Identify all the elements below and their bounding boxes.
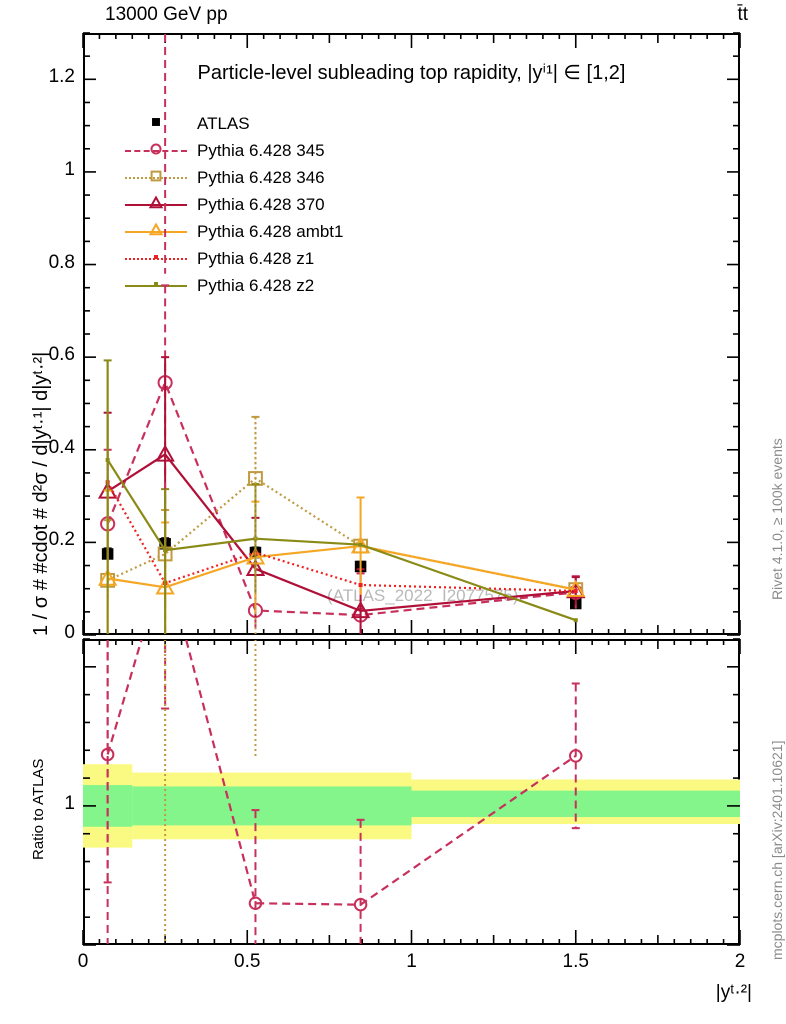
y-axis-label: 0.6 (48, 344, 75, 366)
process-label: t̄t (737, 4, 748, 25)
legend-marker (152, 118, 160, 126)
main-series-group (97, 284, 586, 634)
y-axis-label: 0 (64, 622, 75, 643)
legend-marker (150, 143, 162, 155)
y-axis-label: 0.2 (48, 529, 75, 551)
legend-label: Pythia 6.428 z1 (197, 248, 315, 268)
x-axis-label: |yᵗ·²| (715, 982, 752, 1003)
legend-item-pythia-6-428-z1[interactable]: Pythia 6.428 z1 (125, 245, 343, 272)
x-axis-tick-label: 0 (77, 951, 89, 972)
x-axis-tick-label: 0.5 (234, 951, 261, 972)
legend-marker (154, 282, 158, 286)
legend: ATLAS Pythia 6.428 345 Pythia 6.428 346 Pyt… (125, 110, 343, 299)
legend-key-small-dot-icon (125, 272, 187, 299)
series-pythia-6-428-346 (100, 415, 584, 634)
legend-key-filled-square-icon (125, 110, 187, 137)
plot-title: Particle-level subleading top rapidity, … (197, 62, 626, 84)
ratio-band-green (132, 786, 412, 826)
legend-label: Pythia 6.428 ambt1 (197, 221, 344, 241)
legend-marker (148, 195, 164, 209)
legend-marker (150, 170, 162, 182)
legend-marker (154, 255, 158, 259)
legend-label: ATLAS (197, 113, 250, 133)
legend-item-pythia-6-428-345[interactable]: Pythia 6.428 345 (125, 137, 343, 164)
y-axis-label: 0.8 (48, 251, 75, 273)
ratio-series-pythia-6-428-345 (100, 640, 583, 944)
legend-label: Pythia 6.428 345 (197, 140, 325, 160)
legend-item-pythia-6-428-z2[interactable]: Pythia 6.428 z2 (125, 272, 343, 299)
legend-label: Pythia 6.428 370 (197, 194, 325, 214)
series-pythia-6-428-345 (100, 284, 584, 634)
legend-key-open-square-icon (125, 164, 187, 191)
legend-marker (148, 222, 164, 236)
series-pythia-6-428-z2 (103, 359, 578, 623)
legend-line (125, 204, 187, 206)
legend-key-small-dot-icon (125, 245, 187, 272)
legend-item-atlas[interactable]: ATLAS (125, 110, 343, 137)
legend-line (125, 231, 187, 233)
beam-energy-label: 13000 GeV pp (105, 4, 228, 25)
legend-line (125, 150, 187, 152)
legend-item-pythia-6-428-ambt1[interactable]: Pythia 6.428 ambt1 (125, 218, 343, 245)
y-axis-label: 1.2 (48, 66, 75, 88)
legend-key-open-circle-icon (125, 137, 187, 164)
legend-item-pythia-6-428-346[interactable]: Pythia 6.428 346 (125, 164, 343, 191)
ratio-axis-label: 1 (64, 792, 75, 814)
x-axis-tick-label: 1 (406, 951, 417, 972)
legend-key-open-triangle-icon (125, 191, 187, 218)
y-axis-label: 0.4 (48, 436, 75, 458)
y-axis-label: 1 (64, 158, 75, 180)
x-axis-tick-label: 1.5 (562, 951, 589, 972)
legend-line (125, 177, 187, 179)
legend-label: Pythia 6.428 z2 (197, 275, 315, 295)
legend-label: Pythia 6.428 346 (197, 167, 325, 187)
ratio-series-group (100, 640, 583, 944)
legend-key-open-triangle-icon (125, 218, 187, 245)
x-axis-tick-label: 2 (734, 951, 746, 972)
legend-item-pythia-6-428-370[interactable]: Pythia 6.428 370 (125, 191, 343, 218)
